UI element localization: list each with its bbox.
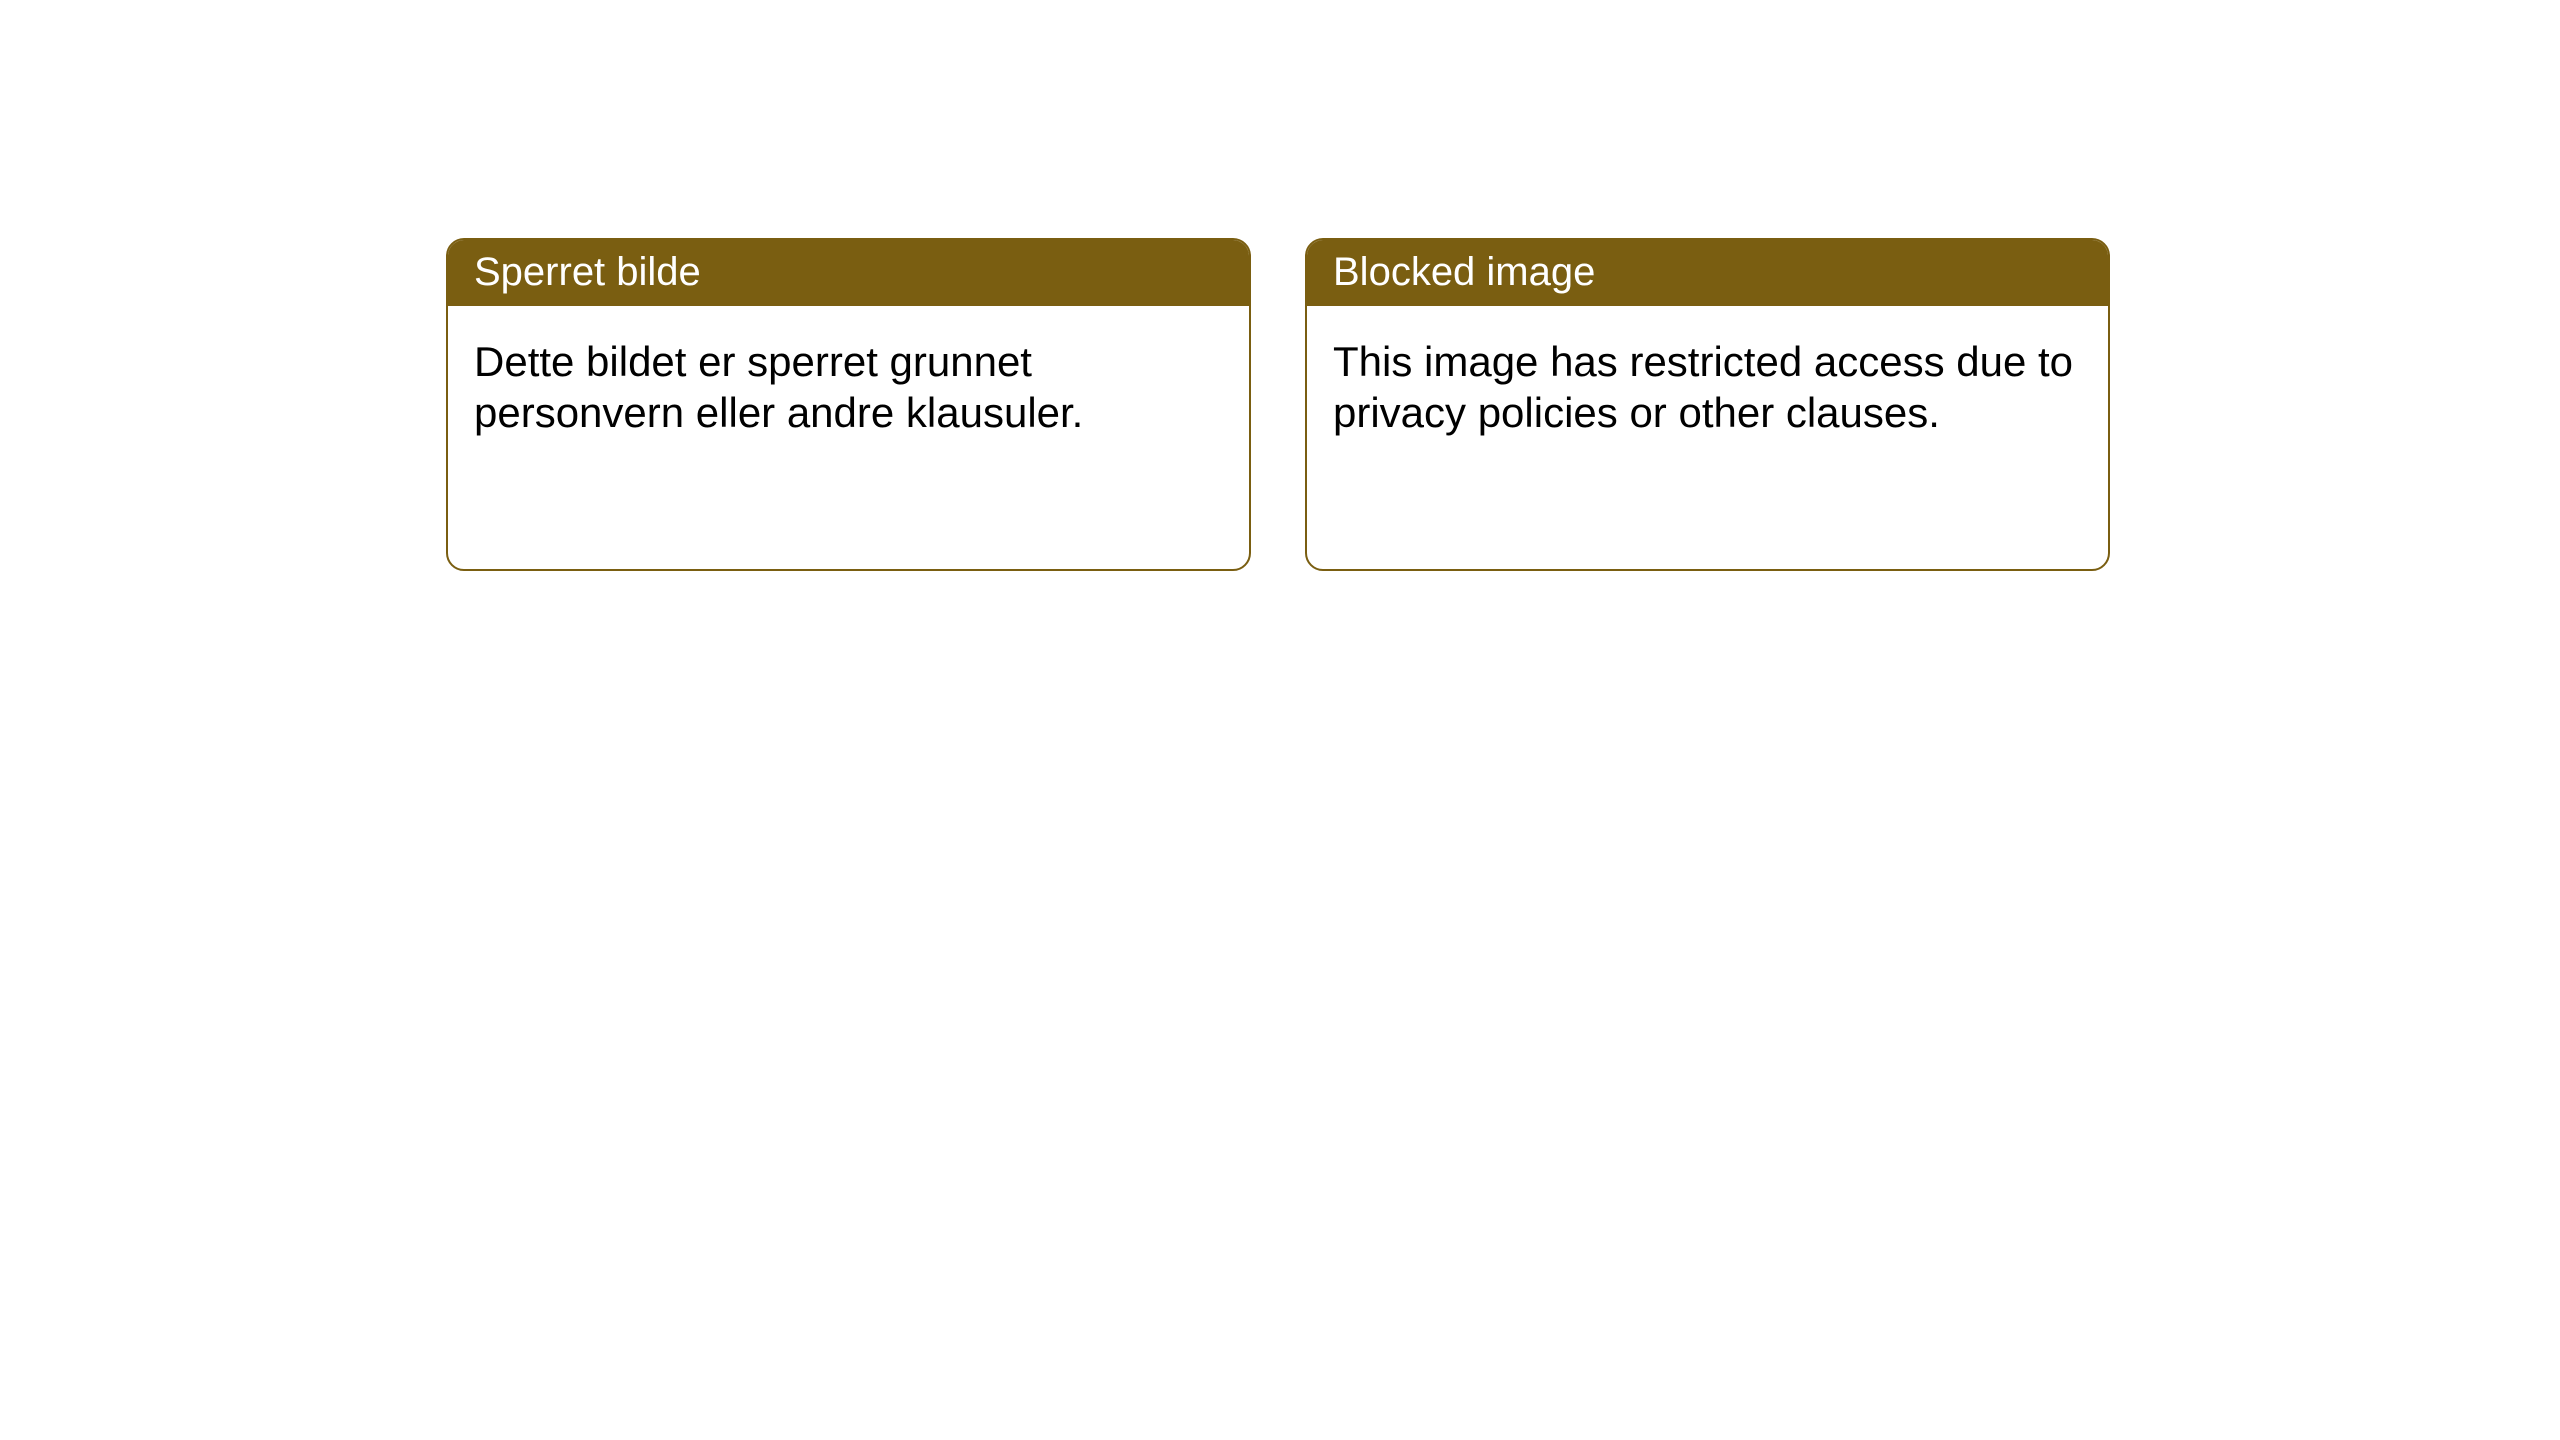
notice-body-norwegian: Dette bildet er sperret grunnet personve… <box>448 306 1249 468</box>
notice-card-norwegian: Sperret bilde Dette bildet er sperret gr… <box>446 238 1251 571</box>
notice-header-english: Blocked image <box>1307 240 2108 306</box>
notice-header-norwegian: Sperret bilde <box>448 240 1249 306</box>
notice-container: Sperret bilde Dette bildet er sperret gr… <box>0 0 2560 571</box>
notice-body-english: This image has restricted access due to … <box>1307 306 2108 468</box>
notice-card-english: Blocked image This image has restricted … <box>1305 238 2110 571</box>
